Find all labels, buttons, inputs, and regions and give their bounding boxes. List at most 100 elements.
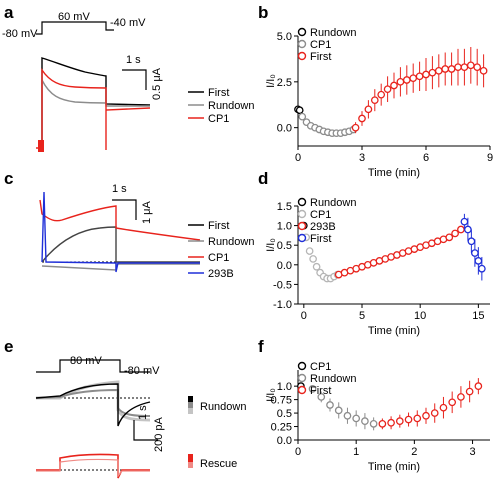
legend-first: First [208, 220, 229, 232]
tag-swatch-rundown-dark [188, 396, 193, 402]
data-point [415, 72, 424, 81]
y-tick-label: 0.75 [271, 395, 292, 407]
x-tick-label: 5 [359, 310, 365, 322]
data-point [460, 217, 469, 226]
data-point [460, 63, 469, 72]
legend-rundown: Rundown [208, 100, 254, 112]
data-point [364, 105, 373, 114]
trace-rundown-mid [35, 388, 151, 417]
data-point [467, 237, 476, 246]
y-tick-label: 0.0 [277, 435, 292, 447]
data-point [343, 411, 352, 420]
data-point [466, 61, 475, 70]
series-cp1 [298, 112, 358, 138]
protocol-step-label: 60 mV [58, 11, 90, 23]
data-point [312, 262, 321, 271]
data-point [396, 77, 405, 86]
y-tick-label: 0.25 [271, 422, 292, 434]
x-tick-label: 3 [359, 152, 365, 164]
data-point [474, 382, 483, 391]
data-point [465, 387, 474, 396]
data-point [402, 76, 411, 84]
legend-marker [297, 209, 307, 219]
x-axis-label: Time (min) [368, 167, 420, 179]
legend-label: First [310, 233, 331, 245]
data-point [474, 257, 483, 265]
protocol-post-label: -40 mV [110, 17, 146, 29]
panel-e-tags: Rundown Rescue [188, 396, 246, 470]
legend-cp1: CP1 [208, 113, 229, 125]
scalebar-amp: 0.5 μA [151, 67, 163, 100]
panel-a-scalebar: 1 s 0.5 μA [122, 54, 163, 100]
chart-d: 0 5 10 15 -1.0 -0.5 0.0 0.5 1.0 1.5 Time (min) I/I₀… [265, 197, 490, 337]
data-point [317, 393, 326, 401]
data-point [352, 414, 361, 423]
data-point [428, 68, 437, 77]
legend-rundown: Rundown [208, 236, 254, 248]
panel-label-a: a [4, 3, 14, 22]
legend-marker [297, 27, 307, 37]
data-point [361, 417, 369, 426]
series-rundown [308, 384, 378, 431]
y-tick-label: 1.5 [277, 201, 292, 213]
data-point [351, 123, 360, 132]
trace-rundown [41, 263, 200, 271]
tag-swatch-rescue-dark [188, 454, 193, 462]
protocol-step-label: 80 mV [70, 355, 102, 367]
series-first [460, 213, 486, 281]
series-293b [334, 225, 465, 279]
x-tick-label: 2 [411, 446, 417, 458]
x-tick-label: 0 [301, 310, 307, 322]
data-point [447, 65, 456, 73]
data-point [377, 90, 386, 99]
data-point [370, 96, 379, 105]
tag-swatch-rescue-light [188, 462, 193, 468]
legend-marker [297, 233, 307, 243]
x-axis-label: Time (min) [368, 461, 420, 473]
data-point [473, 63, 482, 72]
series-first [351, 47, 488, 134]
y-axis-label: I/I₀ [265, 388, 277, 402]
scalebar-lines [122, 69, 147, 90]
data-point [378, 419, 387, 428]
trace-rundown-dark [35, 383, 151, 427]
scalebar-amp: 200 pA [153, 416, 165, 452]
data-point [430, 409, 439, 417]
y-tick-label: 5.0 [277, 31, 292, 43]
legend-cp1: CP1 [208, 252, 229, 264]
tag-rescue: Rescue [200, 458, 237, 470]
y-tick-label: 0.5 [277, 240, 292, 252]
data-point [295, 106, 304, 115]
legend-marker [297, 197, 307, 207]
data-point [358, 114, 366, 123]
protocol-voltage-trace [36, 359, 150, 373]
legend-marker [297, 373, 307, 383]
series-first [378, 378, 483, 430]
panel-a-legend: First Rundown CP1 [188, 87, 254, 125]
data-point [404, 415, 413, 424]
scalebar-amp: 1 μA [141, 200, 153, 224]
y-tick-label: 1.0 [277, 381, 292, 393]
legend-marker [297, 221, 307, 231]
trace-rundown [38, 79, 150, 151]
y-axis-label: I/I₀ [265, 238, 277, 252]
data-point [457, 393, 465, 401]
panel-c-scalebar: 1 s 1 μA [112, 183, 153, 224]
y-tick-label: 0.5 [277, 408, 292, 420]
trace-first [41, 226, 200, 263]
scalebar-time: 1 s [137, 405, 149, 420]
scalebar-time: 1 s [112, 183, 127, 195]
data-point [387, 418, 395, 427]
data-point [478, 264, 486, 273]
legend-label: Rundown [310, 27, 356, 39]
trace-first [38, 57, 151, 149]
legend-label: CP1 [310, 39, 331, 51]
data-point [434, 66, 443, 75]
data-point [305, 247, 314, 255]
trace-cp1-baseline [38, 140, 44, 152]
legend-first: First [208, 87, 229, 99]
y-tick-label: -0.5 [273, 279, 292, 291]
x-tick-label: 9 [487, 152, 493, 164]
